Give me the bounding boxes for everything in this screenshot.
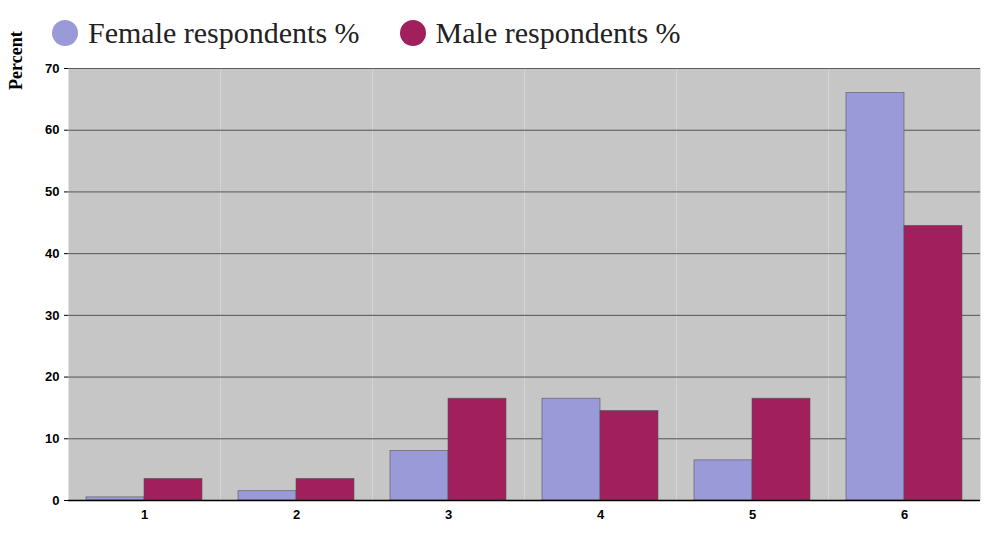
svg-text:5: 5 [749, 507, 756, 522]
svg-text:0: 0 [52, 493, 59, 508]
svg-text:1: 1 [141, 507, 148, 522]
svg-text:20: 20 [45, 369, 59, 384]
html-text:Male respondents %: Male respondents % [435, 16, 681, 49]
svg-text:2: 2 [293, 507, 300, 522]
svg-text:40: 40 [45, 246, 59, 261]
svg-text:4: 4 [597, 507, 605, 522]
svg-text:3: 3 [445, 507, 452, 522]
svg-text:10: 10 [45, 431, 59, 446]
html-text:Percent: Percent [6, 31, 26, 90]
svg-text:50: 50 [45, 184, 59, 199]
svg-text:60: 60 [45, 122, 59, 137]
svg-text:30: 30 [45, 308, 59, 323]
svg-text:70: 70 [45, 61, 59, 76]
svg-text:6: 6 [901, 507, 908, 522]
html-text:Female respondents %: Female respondents % [88, 16, 360, 49]
